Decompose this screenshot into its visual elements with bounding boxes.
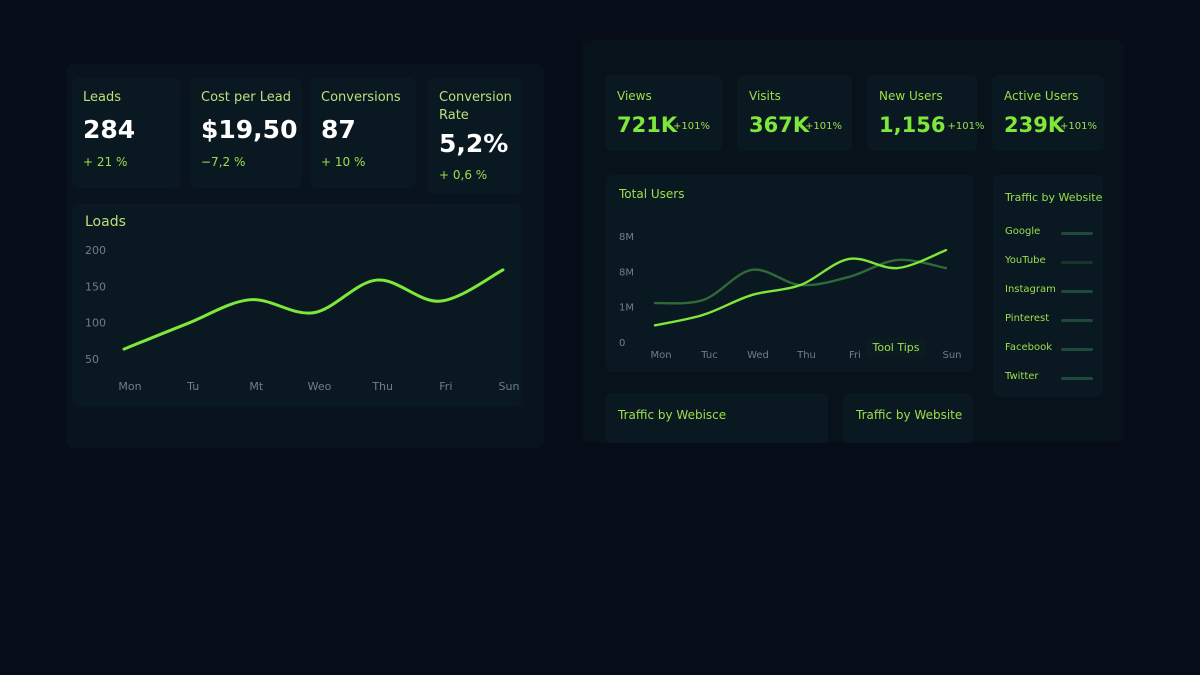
kpi-card xyxy=(190,78,302,188)
x-tick-label: Tuc xyxy=(700,350,717,361)
kpi-card xyxy=(310,78,416,188)
kpi-change: +101% xyxy=(1060,121,1097,132)
y-tick-label: 50 xyxy=(85,353,99,366)
kpi-value: 284 xyxy=(83,115,136,144)
x-tick-label: Fri xyxy=(849,350,861,361)
bottom-card xyxy=(843,393,973,443)
traffic-site: Facebook xyxy=(1005,342,1052,353)
traffic-site: YouTube xyxy=(1005,255,1046,266)
kpi-value: $19,50 xyxy=(201,115,298,144)
bottom-card-title: Traffic by Webisce xyxy=(618,408,727,422)
chart-title: Loads xyxy=(85,214,126,230)
kpi-label: Conversion Rate xyxy=(439,90,512,123)
tooltip-box xyxy=(866,338,926,358)
x-tick-label: Tu xyxy=(186,380,199,393)
kpi-card xyxy=(737,75,852,151)
x-tick-label: Mt xyxy=(249,380,263,393)
traffic-bar xyxy=(1061,261,1093,264)
kpi-change: +101% xyxy=(947,121,985,132)
y-tick-label: 100 xyxy=(85,317,106,330)
chart-card xyxy=(72,204,522,406)
kpi-value: 721K xyxy=(617,113,678,137)
kpi-label: Visits xyxy=(749,89,781,103)
kpi-value: 1,156 xyxy=(879,113,946,137)
kpi-value: 367K xyxy=(749,113,810,137)
traffic-title: Traffic by Website xyxy=(1005,191,1103,204)
kpi-change: + 21 % xyxy=(83,155,128,169)
traffic-site: Twitter xyxy=(1005,371,1039,382)
y-tick-label: 200 xyxy=(85,244,106,257)
kpi-card xyxy=(867,75,977,151)
x-tick-label: Thu xyxy=(796,350,816,361)
y-tick-label: 0 xyxy=(619,338,625,349)
kpi-change: +101% xyxy=(805,121,842,132)
traffic-bar xyxy=(1061,232,1093,235)
x-tick-label: Mon xyxy=(650,350,671,361)
tooltip: Tool Tips xyxy=(871,341,919,354)
kpi-card xyxy=(605,75,722,151)
kpi-label: Cost per Lead xyxy=(201,90,291,105)
traffic-site: Pinterest xyxy=(1005,313,1050,324)
kpi-card xyxy=(428,78,522,194)
kpi-label: New Users xyxy=(879,89,943,103)
traffic-card xyxy=(993,175,1103,397)
traffic-site: Google xyxy=(1005,226,1041,237)
x-tick-label: Sun xyxy=(499,380,520,393)
traffic-bar xyxy=(1061,377,1093,380)
kpi-card xyxy=(72,78,180,188)
kpi-change: −7,2 % xyxy=(201,155,246,169)
kpi-change: + 0,6 % xyxy=(439,168,488,182)
kpi-label: Leads xyxy=(83,90,122,105)
line xyxy=(122,268,505,351)
x-tick-label: Weo xyxy=(308,380,332,393)
kpi-change: + 10 % xyxy=(321,155,366,169)
chart-title: Total Users xyxy=(619,187,685,201)
traffic-site: Instagram xyxy=(1005,284,1056,295)
traffic-bar xyxy=(1061,348,1093,351)
kpi-label: Views xyxy=(617,89,652,103)
y-tick-label: 150 xyxy=(85,280,106,293)
kpi-label: Active Users xyxy=(1004,89,1079,103)
y-tick-label: 8M xyxy=(619,232,634,243)
y-tick-label: 1M xyxy=(619,303,634,314)
x-tick-label: Mon xyxy=(118,380,141,393)
kpi-value: 239K xyxy=(1004,113,1065,137)
bottom-card-title: Traffic by Website xyxy=(856,408,963,422)
traffic-bar xyxy=(1061,319,1093,322)
traffic-bar xyxy=(1061,290,1093,293)
x-tick-label: Wed xyxy=(747,350,769,361)
bottom-card xyxy=(605,393,828,443)
x-tick-label: Thu xyxy=(371,380,393,393)
x-tick-label: Fri xyxy=(439,380,452,393)
kpi-change: +101% xyxy=(673,121,710,132)
kpi-value: 5,2% xyxy=(439,129,509,158)
kpi-label: Conversions xyxy=(321,90,401,105)
kpi-value: 87 xyxy=(321,115,356,144)
y-tick-label: 8M xyxy=(619,267,634,278)
x-tick-label: Sun xyxy=(942,350,961,361)
kpi-card xyxy=(992,75,1104,151)
line xyxy=(653,248,948,327)
